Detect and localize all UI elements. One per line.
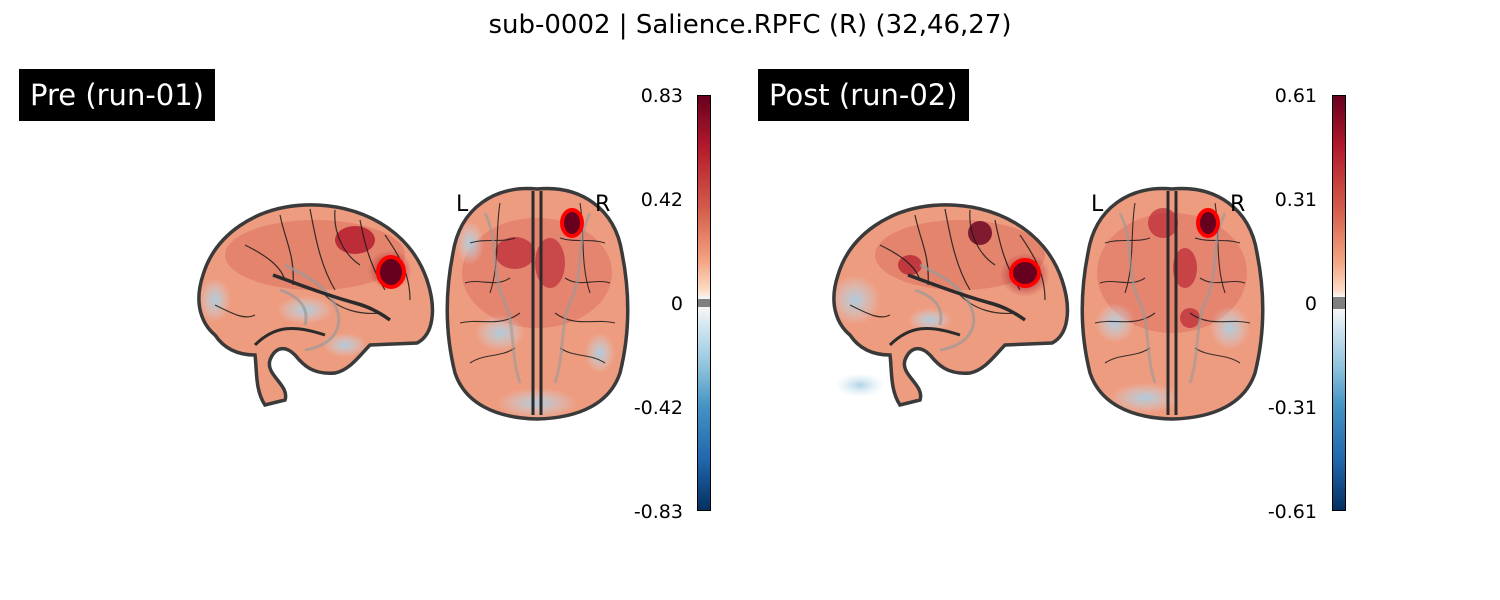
- colorbar-post-tick-upper: 0.31: [1274, 189, 1317, 211]
- roi-marker-axial-pre: [560, 208, 584, 238]
- right-label-pre: R: [595, 192, 610, 217]
- colorbar-post-tick-zero: 0: [1304, 293, 1317, 315]
- panel-label-pre: Pre (run-01): [19, 69, 215, 121]
- colorbar-post-tick-max: 0.61: [1274, 85, 1317, 107]
- colorbar-pre-tick-lower: -0.42: [633, 397, 683, 419]
- axial-brain-pre: L R: [445, 186, 630, 421]
- figure-title: sub-0002 | Salience.RPFC (R) (32,46,27): [488, 10, 1012, 40]
- colorbar-pre: [697, 95, 711, 511]
- colorbar-post: [1332, 95, 1346, 511]
- axial-brain-post: L R: [1080, 186, 1265, 421]
- colorbar-pre-tick-upper: 0.42: [640, 189, 683, 211]
- panel-label-post: Post (run-02): [758, 69, 969, 121]
- sagittal-brain-post: [830, 203, 1070, 407]
- colorbar-pre-tick-zero: 0: [670, 293, 683, 315]
- colorbar-pre-tick-min: -0.83: [633, 501, 683, 523]
- sagittal-brain-pre: [197, 203, 435, 407]
- colorbar-post-tick-lower: -0.31: [1267, 397, 1317, 419]
- colorbar-pre-tick-max: 0.83: [640, 85, 683, 107]
- colorbar-post-tick-min: -0.61: [1267, 501, 1317, 523]
- roi-marker-sagittal-post: [1009, 258, 1041, 288]
- left-label-pre: L: [456, 192, 469, 217]
- roi-marker-axial-post: [1196, 208, 1220, 238]
- roi-marker-sagittal-pre: [376, 255, 406, 289]
- right-label-post: R: [1230, 192, 1245, 217]
- left-label-post: L: [1091, 192, 1104, 217]
